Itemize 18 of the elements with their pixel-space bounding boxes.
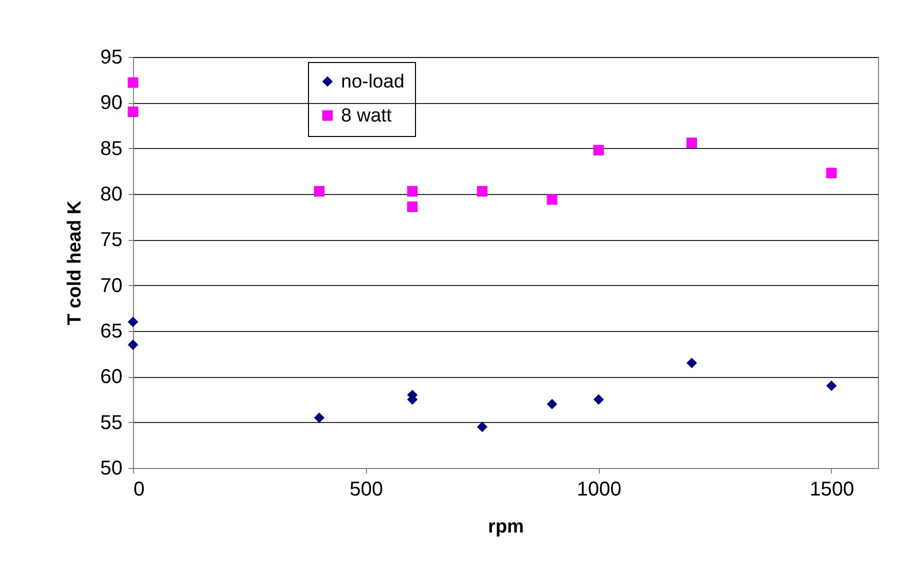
x-tick-label: 1000 xyxy=(576,478,622,500)
x-axis-title: rpm xyxy=(488,516,524,538)
x-tick-label: 500 xyxy=(350,478,383,500)
legend-label: no-load xyxy=(341,72,404,92)
y-tick-label: 50 xyxy=(100,458,122,480)
y-tick-label: 65 xyxy=(100,320,122,342)
y-tick-label: 70 xyxy=(100,274,122,297)
legend-label: 8 watt xyxy=(341,106,392,126)
x-tick-label: 1500 xyxy=(810,478,854,500)
y-tick-label: 55 xyxy=(100,412,122,434)
y-tick-label: 95 xyxy=(100,46,122,68)
y-tick-label: 85 xyxy=(100,138,122,160)
y-tick-label: 75 xyxy=(100,229,122,252)
y-axis-title: T cold head K xyxy=(64,200,86,326)
y-tick-label: 90 xyxy=(100,92,122,114)
y-tick-label: 80 xyxy=(100,184,122,206)
x-tick-label: 0 xyxy=(134,478,145,500)
y-tick-label: 60 xyxy=(100,366,122,388)
